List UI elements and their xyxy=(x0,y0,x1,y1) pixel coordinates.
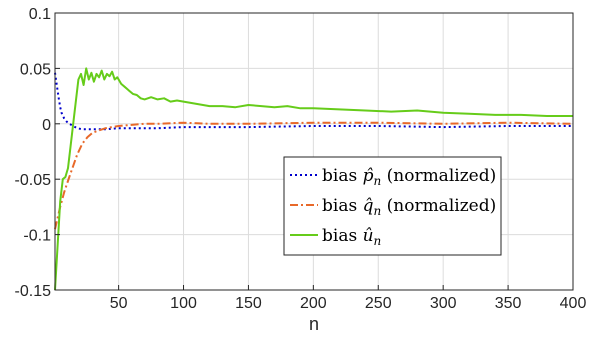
x-tick-label: 100 xyxy=(170,295,197,312)
legend-symbol: p̂ xyxy=(363,166,374,186)
x-tick-label: 50 xyxy=(110,295,128,312)
legend-suffix: (normalized) xyxy=(381,166,496,186)
legend-entry-1: bias p̂n (normalized) xyxy=(322,166,496,188)
legend-prefix: bias xyxy=(322,166,363,186)
legend-box xyxy=(283,156,502,256)
y-tick-label: 0.1 xyxy=(29,6,51,23)
legend-entry-3: bias ûn xyxy=(322,226,381,248)
y-tick-label: 0 xyxy=(42,117,51,134)
legend-subscript: n xyxy=(374,234,382,248)
plot-frame xyxy=(54,12,574,291)
series-line-2 xyxy=(54,121,574,230)
series-line-3 xyxy=(54,67,573,291)
legend-symbol: û xyxy=(363,226,374,246)
legend-symbol: q̂ xyxy=(363,196,374,216)
y-tick-label: -0.1 xyxy=(23,228,51,245)
legend-entry-2: bias q̂n (normalized) xyxy=(322,196,496,218)
axis-ticks: 50 100 150 200 250 300 350 400 -0.15 -0.1 -0.05 0 0.… xyxy=(15,6,587,312)
x-tick-label: 400 xyxy=(560,295,587,312)
x-tick-label: 250 xyxy=(365,295,392,312)
series-line-1 xyxy=(54,72,573,131)
x-tick-label: 150 xyxy=(235,295,262,312)
y-tick-label: -0.15 xyxy=(15,283,52,300)
y-tick-label: -0.05 xyxy=(15,172,52,189)
x-tick-label: 350 xyxy=(495,295,522,312)
legend-subscript: n xyxy=(373,204,381,218)
x-tick-label: 300 xyxy=(430,295,457,312)
x-tick-label: 200 xyxy=(300,295,327,312)
legend-prefix: bias xyxy=(322,196,363,216)
legend-subscript: n xyxy=(373,174,381,188)
legend-suffix: (normalized) xyxy=(381,196,496,216)
x-axis-title: n xyxy=(309,314,319,334)
y-tick-label: 0.05 xyxy=(20,61,51,78)
legend-prefix: bias xyxy=(322,226,363,246)
plot-series xyxy=(54,67,574,291)
legend: bias p̂n (normalized)bias q̂n (normalize… xyxy=(283,156,502,256)
